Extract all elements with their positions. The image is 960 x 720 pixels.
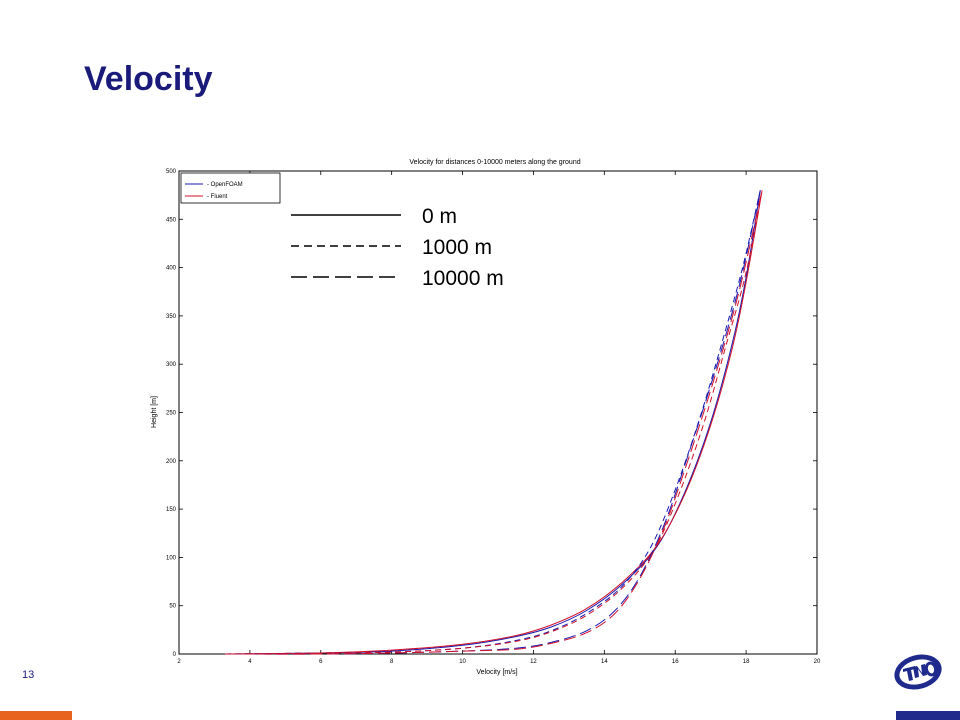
x-tick-label: 16 <box>672 659 679 665</box>
tno-logo-icon <box>894 654 942 690</box>
chart-legend: - OpenFOAM - Fluent <box>180 172 281 204</box>
x-tick-label: 18 <box>743 659 750 665</box>
x-tick-label: 14 <box>601 659 608 665</box>
x-axis: 2 4 6 8 10 12 14 16 18 20 <box>177 171 821 665</box>
x-tick-label: 4 <box>248 659 252 665</box>
legend-label-fluent: - Fluent <box>207 194 228 200</box>
slide-title: Velocity <box>84 60 213 98</box>
y-tick-label: 50 <box>169 604 176 610</box>
series-openfoam-0-m <box>225 190 761 655</box>
series-fluent-1000-m <box>225 190 763 655</box>
legend-box <box>180 172 281 204</box>
series-layer <box>225 190 763 655</box>
series-openfoam-10000-m <box>225 190 761 655</box>
plot-area <box>178 170 818 655</box>
y-axis: 0 50 100 150 200 250 300 350 400 450 500 <box>166 169 817 658</box>
x-tick-label: 8 <box>390 659 394 665</box>
y-tick-label: 500 <box>166 169 177 175</box>
y-tick-label: 200 <box>166 459 177 465</box>
y-tick-label: 300 <box>166 362 177 368</box>
distance-label-1000m: 1000 m <box>422 236 492 259</box>
distance-label-10000m: 10000 m <box>422 267 504 290</box>
series-openfoam-1000-m <box>225 190 761 655</box>
distance-legend: 0 m 1000 m 10000 m <box>291 205 504 290</box>
x-tick-label: 2 <box>177 659 181 665</box>
x-axis-label: Velocity [m/s] <box>476 669 517 676</box>
y-tick-label: 350 <box>166 314 177 320</box>
chart-title: Velocity for distances 0-10000 meters al… <box>409 159 580 166</box>
y-tick-label: 150 <box>166 507 177 513</box>
x-tick-label: 12 <box>530 659 537 665</box>
y-tick-label: 250 <box>166 411 177 417</box>
series-fluent-10000-m <box>225 190 763 655</box>
distance-label-0m: 0 m <box>422 205 457 228</box>
x-tick-label: 20 <box>814 659 821 665</box>
y-axis-label: Height [m] <box>151 396 158 428</box>
footer-bar-blue <box>896 711 960 720</box>
x-tick-label: 6 <box>319 659 323 665</box>
y-tick-label: 400 <box>166 266 177 272</box>
page-number: 13 <box>22 669 35 681</box>
y-tick-label: 450 <box>166 217 177 223</box>
footer-bar-orange <box>0 711 72 720</box>
y-tick-label: 0 <box>173 652 177 658</box>
legend-label-openfoam: - OpenFOAM <box>207 182 243 188</box>
y-tick-label: 100 <box>166 555 177 561</box>
series-fluent-0-m <box>225 190 763 655</box>
x-tick-label: 10 <box>459 659 466 665</box>
